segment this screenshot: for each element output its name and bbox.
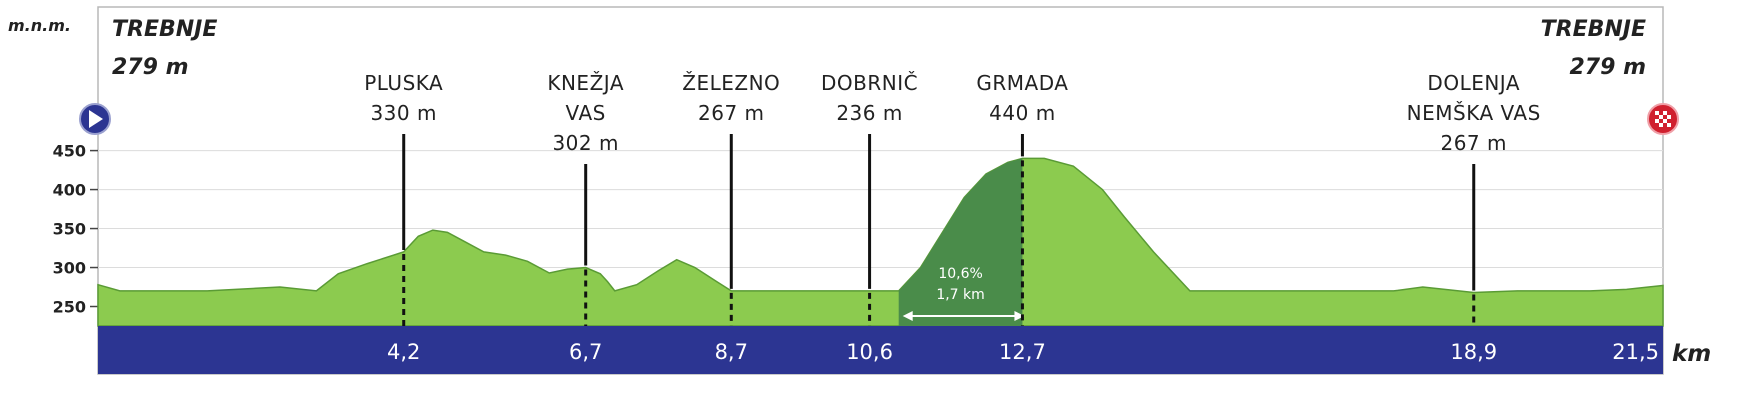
waypoint-name: DOLENJA [1427, 71, 1520, 95]
climb-length-label: 1,7 km [936, 287, 984, 303]
waypoint: DOBRNIČ 236 m [821, 71, 918, 326]
y-unit-label: m.n.m. [8, 16, 71, 35]
waypoint-elevation: 267 m [1440, 131, 1507, 155]
waypoint-name: VAS [566, 101, 606, 125]
y-tick-label: 300 [53, 259, 86, 278]
x-tick-label: 21,5 [1612, 340, 1659, 364]
waypoint: GRMADA 440 m [976, 71, 1068, 326]
waypoint-name: NEMŠKA VAS [1407, 101, 1541, 125]
finish-name: TREBNJE [1541, 17, 1646, 42]
waypoint-name: ŽELEZNO [682, 71, 780, 95]
x-tick-label: 10,6 [846, 340, 893, 364]
y-tick-label: 350 [53, 220, 86, 239]
elevation-profile-area [97, 157, 1664, 327]
finish-elevation: 279 m [1569, 55, 1646, 80]
distance-band [98, 326, 1663, 374]
arrow-head-left [902, 311, 913, 321]
y-tick-label: 400 [53, 181, 86, 200]
arrow-head-right [1014, 311, 1025, 321]
x-tick-label: 4,2 [387, 340, 420, 364]
x-tick-label: 12,7 [999, 340, 1046, 364]
start-play-icon [79, 103, 111, 135]
waypoint-elevation: 330 m [370, 101, 437, 125]
waypoint-elevation: 267 m [698, 101, 765, 125]
y-tick-label: 450 [53, 142, 86, 161]
waypoint: ŽELEZNO 267 m [682, 71, 780, 326]
start-elevation: 279 m [112, 55, 189, 80]
waypoint: DOLENJA NEMŠKA VAS 267 m [1407, 71, 1541, 326]
waypoint: PLUSKA 330 m [364, 71, 443, 326]
waypoints: PLUSKA 330 m KNEŽJA VAS 302 m ŽELEZNO 267 m DOB… [364, 71, 1541, 326]
waypoint-name: GRMADA [976, 71, 1068, 95]
waypoint-name: PLUSKA [364, 71, 443, 95]
waypoint-name: KNEŽJA [547, 71, 624, 95]
x-tick-label: 18,9 [1450, 340, 1497, 364]
steep-climb-section [898, 158, 1023, 326]
waypoint-elevation: 302 m [552, 131, 619, 155]
x-tick-labels: 4,2 6,7 8,7 10,6 12,7 18,9 21,5 [387, 340, 1659, 364]
waypoint-elevation: 236 m [836, 101, 903, 125]
start-name: TREBNJE [112, 17, 217, 42]
climb-gradient-label: 10,6% [938, 266, 982, 282]
x-tick-label: 8,7 [715, 340, 748, 364]
climb-annotation: 10,6% 1,7 km [902, 266, 1025, 321]
waypoint-elevation: 440 m [989, 101, 1056, 125]
waypoint: KNEŽJA VAS 302 m [547, 71, 624, 326]
x-tick-label: 6,7 [569, 340, 602, 364]
x-unit-label: km [1672, 341, 1711, 367]
y-tick-label: 250 [53, 298, 86, 317]
waypoint-name: DOBRNIČ [821, 71, 918, 95]
y-tick-labels: 250 300 350 400 450 [53, 142, 86, 317]
finish-flag-icon [1647, 103, 1679, 135]
